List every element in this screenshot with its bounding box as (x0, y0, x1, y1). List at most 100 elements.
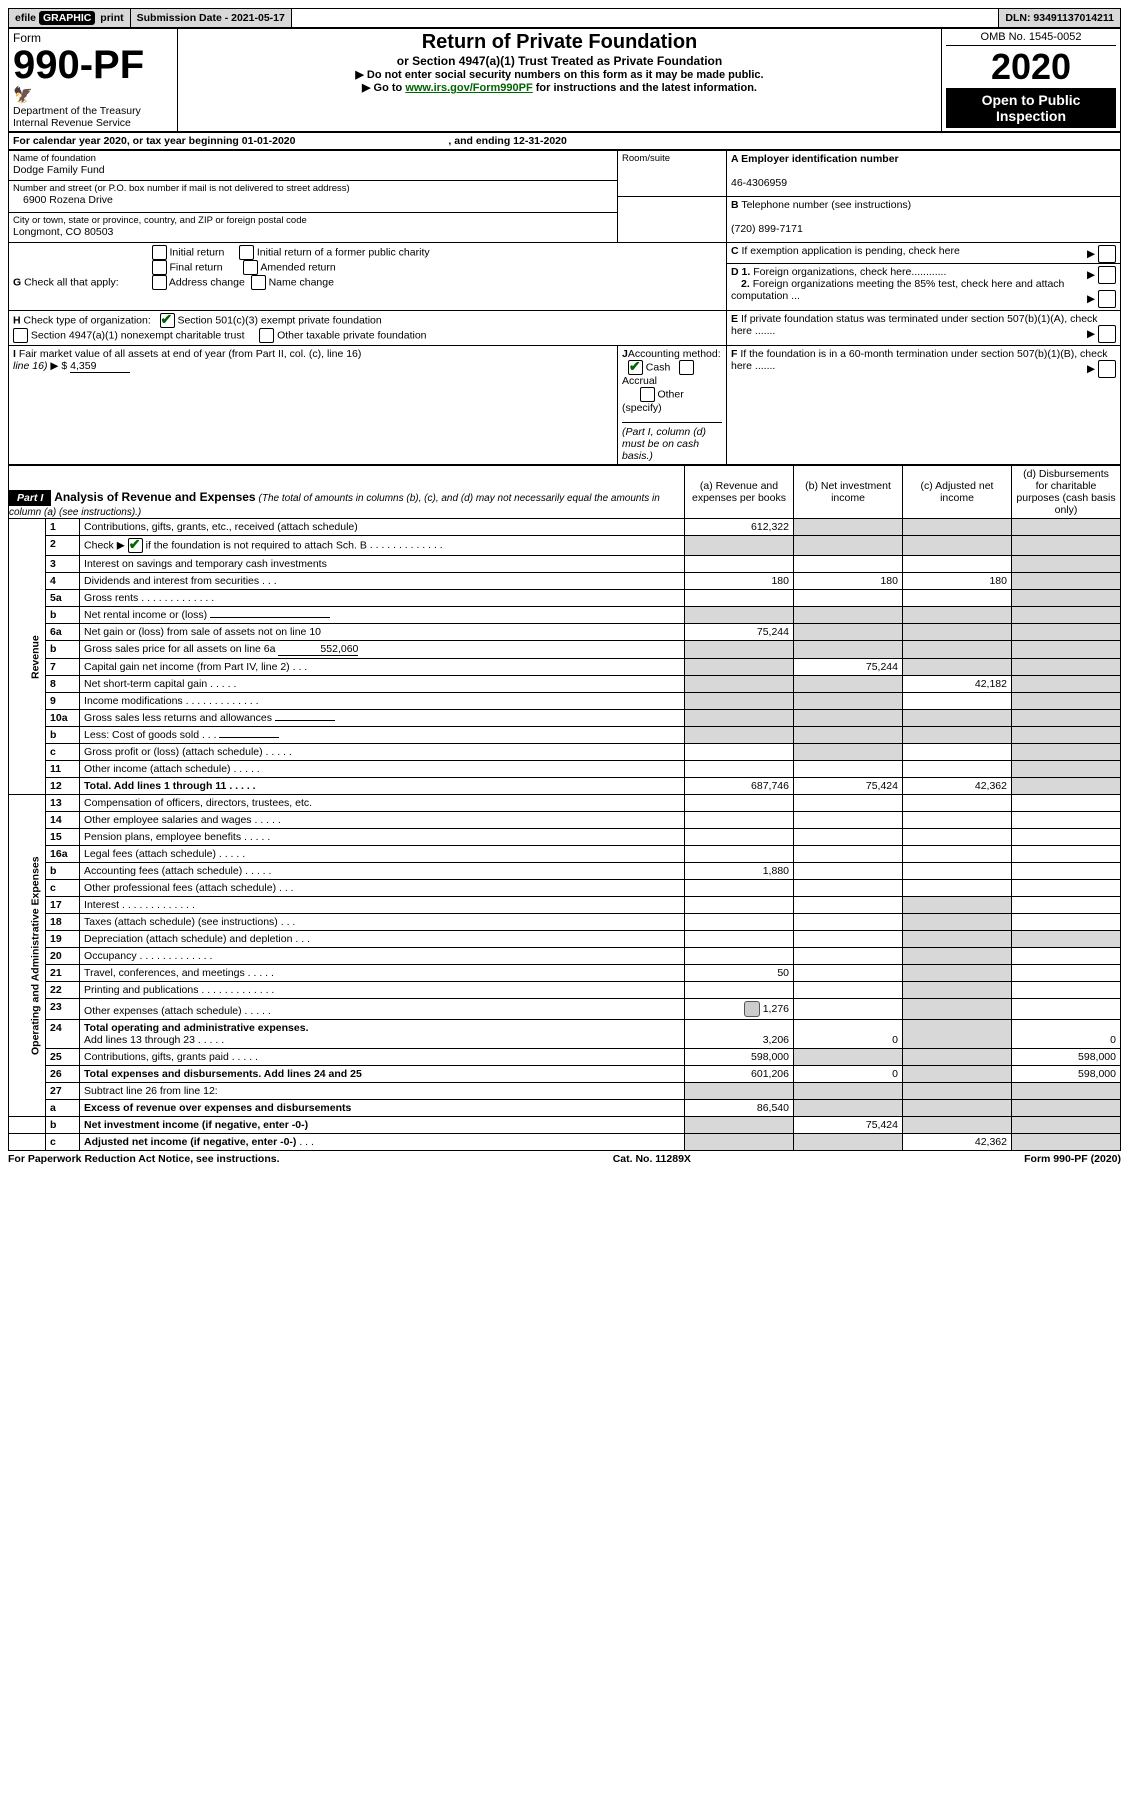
row-17: 17Interest (9, 897, 1121, 914)
year-cell: OMB No. 1545-0052 2020 Open to Public In… (942, 29, 1121, 132)
submission-date: Submission Date - 2021-05-17 (131, 9, 292, 27)
cash-checkbox[interactable] (628, 360, 643, 375)
row-7: 7 Capital gain net income (from Part IV,… (9, 659, 1121, 676)
row-10b: b Less: Cost of goods sold (9, 727, 1121, 744)
row-23: 23Other expenses (attach schedule) 1,276 (9, 999, 1121, 1020)
row-10a: 10a Gross sales less returns and allowan… (9, 710, 1121, 727)
calendar-year-row: For calendar year 2020, or tax year begi… (8, 132, 1121, 150)
addr-label: Number and street (or P.O. box number if… (13, 183, 613, 194)
row-6b: b Gross sales price for all assets on li… (9, 641, 1121, 659)
name-change-checkbox[interactable] (251, 275, 266, 290)
form-990pf-link[interactable]: www.irs.gov/Form990PF (405, 82, 532, 94)
row-4: 4 Dividends and interest from securities… (9, 573, 1121, 590)
form-number: 990-PF (13, 45, 144, 85)
irs-label: Internal Revenue Service (13, 117, 131, 129)
form-header-table: Form 990-PF 🦅 Department of the Treasury… (8, 28, 1121, 132)
row-16b: bAccounting fees (attach schedule)1,880 (9, 863, 1121, 880)
ein-cell: A Employer identification number 46-4306… (727, 151, 1121, 197)
efile-print-button[interactable]: efile GRAPHIC print (9, 9, 131, 27)
initial-public-checkbox[interactable] (239, 245, 254, 260)
dept-label: Department of the Treasury (13, 105, 141, 117)
row-25: 25 Contributions, gifts, grants paid 598… (9, 1049, 1121, 1066)
city-value: Longmont, CO 80503 (13, 226, 113, 238)
row-27b: b Net investment income (if negative, en… (9, 1117, 1121, 1134)
print-label: print (100, 12, 123, 24)
form-note-2: ▶ Go to www.irs.gov/Form990PF for instru… (182, 81, 937, 94)
row-10c: c Gross profit or (loss) (attach schedul… (9, 744, 1121, 761)
form-number-cell: Form 990-PF 🦅 Department of the Treasury… (9, 29, 178, 132)
open-public-badge: Open to Public Inspection (946, 88, 1116, 128)
d1-checkbox[interactable] (1098, 266, 1116, 284)
final-return-checkbox[interactable] (152, 260, 167, 275)
row-21: 21Travel, conferences, and meetings50 (9, 965, 1121, 982)
phone-cell: B Telephone number (see instructions) (7… (727, 197, 1121, 243)
c-block-cell: C If exemption application is pending, c… (727, 243, 1121, 311)
row-19: 19Depreciation (attach schedule) and dep… (9, 931, 1121, 948)
other-method-checkbox[interactable] (640, 387, 655, 402)
fmv-value: 4,359 (70, 360, 130, 373)
tax-year: 2020 (946, 46, 1116, 88)
e-checkbox[interactable] (1098, 325, 1116, 343)
row-12: 12 Total. Add lines 1 through 11 687,746… (9, 778, 1121, 795)
amended-return-checkbox[interactable] (243, 260, 258, 275)
row-2: 2 Check ▶ if the foundation is not requi… (9, 536, 1121, 556)
addr-value: 6900 Rozena Drive (13, 194, 113, 206)
footer-left: For Paperwork Reduction Act Notice, see … (8, 1153, 280, 1165)
d2-checkbox[interactable] (1098, 290, 1116, 308)
row-26: 26 Total expenses and disbursements. Add… (9, 1066, 1121, 1083)
col-b-header: (b) Net investment income (794, 466, 903, 519)
row-14: 14Other employee salaries and wages (9, 812, 1121, 829)
city-label: City or town, state or province, country… (13, 215, 613, 226)
row-8: 8 Net short-term capital gain 42,182 (9, 676, 1121, 693)
room-label: Room/suite (622, 153, 722, 164)
top-bar: efile GRAPHIC print Submission Date - 20… (8, 8, 1121, 28)
form-title: Return of Private Foundation (182, 31, 937, 54)
initial-return-checkbox[interactable] (152, 245, 167, 260)
graphic-label: GRAPHIC (39, 11, 95, 25)
c-checkbox[interactable] (1098, 245, 1116, 263)
row-5a: 5a Gross rents (9, 590, 1121, 607)
expenses-vertical-label: Operating and Administrative Expenses (9, 795, 46, 1117)
row-9: 9 Income modifications (9, 693, 1121, 710)
4947a1-checkbox[interactable] (13, 328, 28, 343)
row-5b: b Net rental income or (loss) (9, 607, 1121, 624)
row-13: Operating and Administrative Expenses 13… (9, 795, 1121, 812)
h-block-cell: H Check type of organization: Section 50… (9, 311, 727, 346)
row-16c: cOther professional fees (attach schedul… (9, 880, 1121, 897)
g-block-cell: G Check all that apply: Initial return I… (9, 243, 727, 311)
other-taxable-checkbox[interactable] (259, 328, 274, 343)
f-checkbox[interactable] (1098, 360, 1116, 378)
identification-block: Name of foundation Dodge Family Fund Num… (8, 150, 1121, 465)
501c3-checkbox[interactable] (160, 313, 175, 328)
row-27a: a Excess of revenue over expenses and di… (9, 1100, 1121, 1117)
row-18: 18Taxes (attach schedule) (see instructi… (9, 914, 1121, 931)
phone-value: (720) 899-7171 (731, 223, 803, 235)
row-27: 27 Subtract line 26 from line 12: (9, 1083, 1121, 1100)
row-24: 24 Total operating and administrative ex… (9, 1020, 1121, 1049)
row-1: Revenue 1 Contributions, gifts, grants, … (9, 519, 1121, 536)
row-11: 11 Other income (attach schedule) (9, 761, 1121, 778)
col-a-header: (a) Revenue and expenses per books (685, 466, 794, 519)
room-suite-cell: Room/suite (618, 151, 727, 197)
col-d-header: (d) Disbursements for charitable purpose… (1012, 466, 1121, 519)
accrual-checkbox[interactable] (679, 360, 694, 375)
revenue-vertical-label: Revenue (9, 519, 46, 795)
e-block-cell: E If private foundation status was termi… (727, 311, 1121, 346)
calendar-year-text: For calendar year 2020, or tax year begi… (9, 133, 1121, 150)
ein-value: 46-4306959 (731, 177, 787, 189)
attachment-icon[interactable] (744, 1001, 760, 1017)
j-block-cell: JAccounting method: Cash Accrual Other (… (618, 346, 727, 465)
name-address-cell: Name of foundation Dodge Family Fund Num… (9, 151, 618, 243)
f-block-cell: F If the foundation is in a 60-month ter… (727, 346, 1121, 465)
schb-checkbox[interactable] (128, 538, 143, 553)
row-6a: 6a Net gain or (loss) from sale of asset… (9, 624, 1121, 641)
footer-right: Form 990-PF (2020) (1024, 1153, 1121, 1165)
page-footer: For Paperwork Reduction Act Notice, see … (8, 1151, 1121, 1165)
part1-table: Part I Analysis of Revenue and Expenses … (8, 465, 1121, 1151)
part1-badge: Part I (9, 490, 51, 506)
address-change-checkbox[interactable] (152, 275, 167, 290)
row-27c: c Adjusted net income (if negative, ente… (9, 1134, 1121, 1151)
col-c-header: (c) Adjusted net income (903, 466, 1012, 519)
part1-header-cell: Part I Analysis of Revenue and Expenses … (9, 466, 685, 519)
row-22: 22Printing and publications (9, 982, 1121, 999)
